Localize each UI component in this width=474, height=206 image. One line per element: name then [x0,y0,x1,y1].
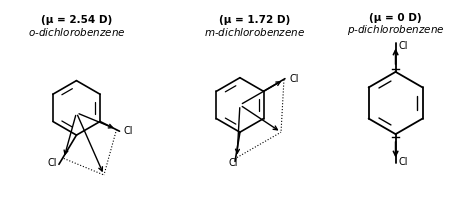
Text: (μ = 1.72 D): (μ = 1.72 D) [219,15,290,25]
Text: Cl: Cl [123,126,133,136]
Text: Cl: Cl [399,41,408,51]
Text: Cl: Cl [228,158,238,168]
Text: $p$-dichlorobenzene: $p$-dichlorobenzene [346,23,445,37]
Text: Cl: Cl [290,74,299,84]
Text: Cl: Cl [47,158,57,168]
Text: (μ = 2.54 D): (μ = 2.54 D) [41,15,112,25]
Text: Cl: Cl [399,157,408,167]
Text: (μ = 0 D): (μ = 0 D) [369,13,422,23]
Text: $m$-dichlorobenzene: $m$-dichlorobenzene [204,26,305,38]
Text: $o$-dichlorobenzene: $o$-dichlorobenzene [27,26,125,38]
